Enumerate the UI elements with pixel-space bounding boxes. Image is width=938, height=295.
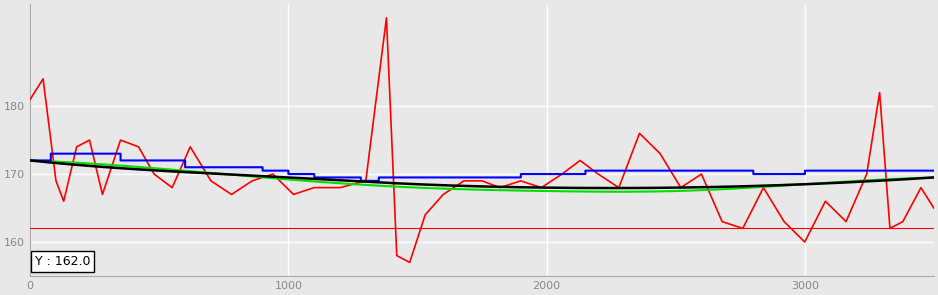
Text: Y : 162.0: Y : 162.0 — [35, 255, 90, 268]
